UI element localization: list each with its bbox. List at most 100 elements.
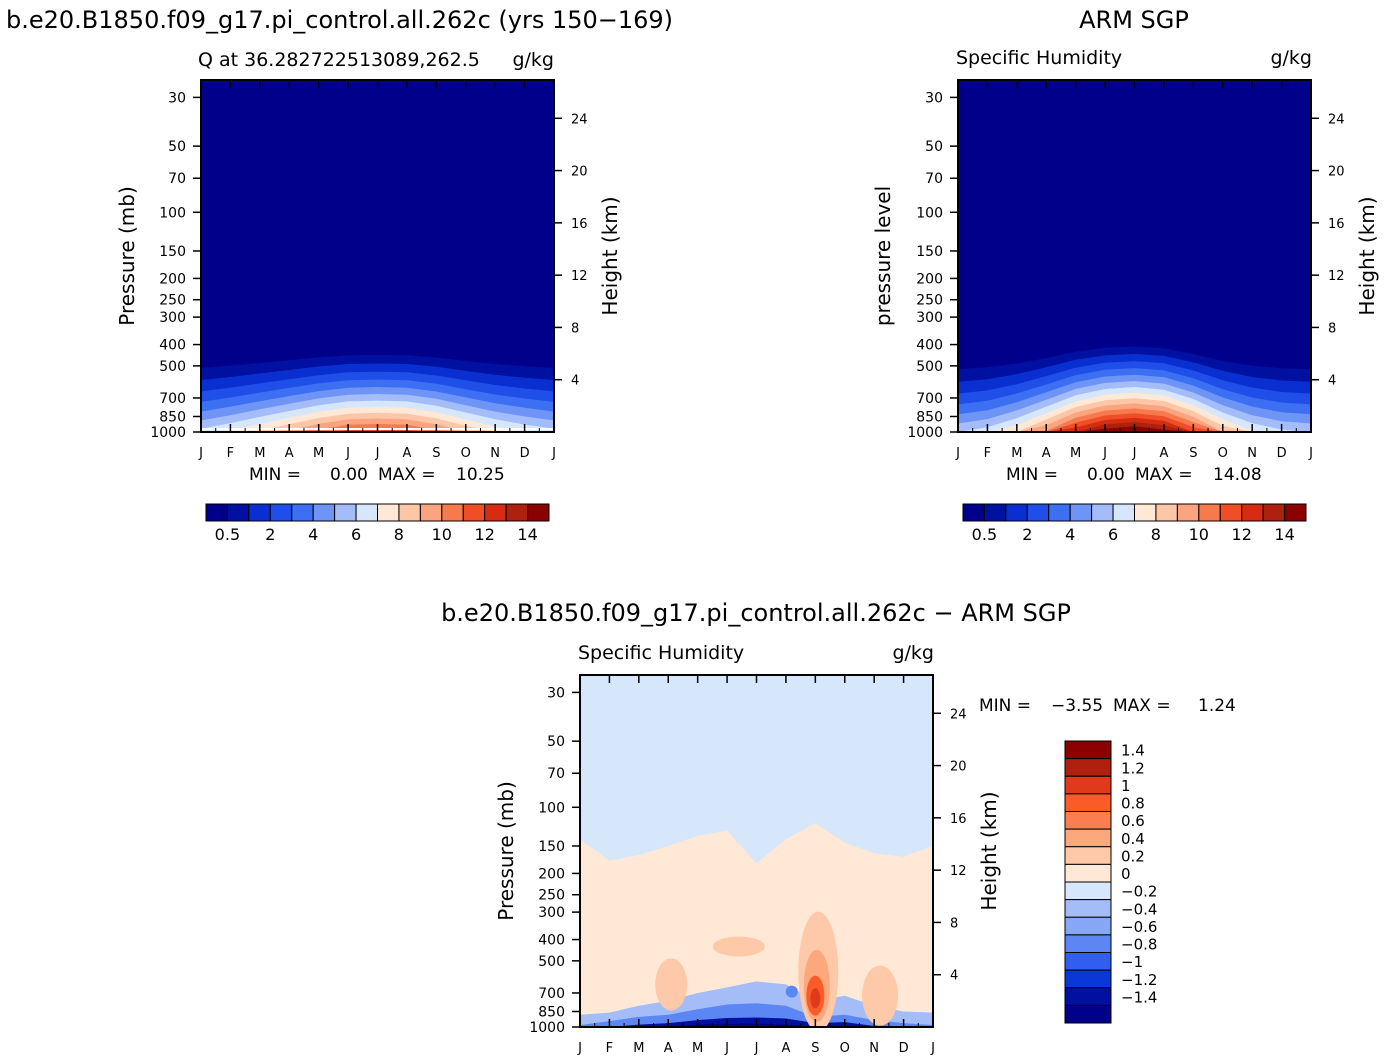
x-tick-label: A [1159, 446, 1168, 461]
y-right-tick-label: 16 [571, 217, 588, 232]
colorbar-label: 10 [1189, 525, 1209, 544]
x-tick-label: S [1189, 446, 1197, 461]
colorbar-swatch [355, 503, 378, 522]
colorbar-swatch [527, 503, 550, 522]
colorbar-label: 12 [475, 525, 495, 544]
y-right-tick-label: 16 [950, 812, 967, 827]
colorbar-swatch [1112, 503, 1136, 522]
y-tick-label: 850 [538, 1004, 565, 1020]
diff-blob [655, 958, 688, 1011]
max-label-diff: MAX = [1113, 696, 1171, 716]
colorbar-swatch [291, 503, 314, 522]
y-tick-label: 300 [916, 310, 943, 326]
y-right-tick-label: 20 [571, 165, 588, 180]
y-tick-label: 1000 [150, 425, 186, 441]
colorbar-swatch [334, 503, 357, 522]
units-model: g/kg [512, 49, 554, 71]
colorbar-label: 0.6 [1121, 812, 1145, 830]
y-tick-label: 150 [538, 839, 565, 855]
colorbar-swatch [1048, 503, 1071, 522]
y-right-tick-label: 24 [950, 707, 967, 722]
colorbar-swatch [1064, 952, 1112, 971]
units-diff: g/kg [892, 642, 934, 664]
colorbar-swatch [1026, 503, 1050, 522]
y-tick-label: 700 [538, 986, 565, 1002]
x-tick-label: J [724, 1041, 729, 1056]
colorbar-swatch [398, 503, 421, 522]
y-right-tick-label: 8 [1328, 321, 1336, 336]
x-tick-label: A [285, 446, 294, 461]
y-tick-label: 50 [925, 139, 943, 155]
y-tick-label: 30 [547, 685, 565, 701]
colorbar-label: −1.4 [1121, 988, 1157, 1006]
max-value-obs: 14.08 [1213, 465, 1262, 485]
colorbar-swatch [1064, 969, 1112, 989]
ylabel-diff: Pressure (mb) [494, 781, 518, 921]
y-tick-label: 30 [925, 90, 943, 106]
y-tick-label: 50 [168, 139, 186, 155]
colorbar-swatch [1064, 863, 1112, 883]
colorbar-label: −1 [1121, 953, 1143, 971]
y-tick-label: 700 [159, 391, 186, 407]
x-tick-label: J [198, 446, 203, 461]
y-tick-label: 200 [538, 866, 565, 882]
x-tick-label: M [254, 446, 265, 461]
colorbar-label: 2 [265, 525, 275, 544]
x-tick-label: F [606, 1041, 613, 1056]
colorbar-label: 1.2 [1121, 759, 1145, 777]
plot-area-model [201, 80, 554, 432]
colorbar-swatch [1005, 503, 1028, 522]
colorbar-swatch [1064, 828, 1112, 848]
colorbar-swatch [1284, 503, 1307, 522]
panel-obs: ARM SGP Specific Humidity g/kg J F M A M J J A S… [871, 6, 1379, 544]
colorbar-swatch [1064, 758, 1112, 777]
colorbar-label: 0.4 [1121, 830, 1145, 848]
colorbar-swatch [962, 503, 985, 522]
colorbar-swatch [1176, 503, 1200, 522]
colorbar-swatch [312, 503, 336, 522]
colorbar-swatch [269, 503, 293, 522]
panel-title-diff: Specific Humidity [578, 642, 744, 664]
colorbar-swatch [983, 503, 1007, 522]
colorbar-swatch [1091, 503, 1114, 522]
y-right-tick-label: 24 [1328, 112, 1345, 127]
x-tick-label: D [520, 446, 530, 461]
colorbar-swatch [419, 503, 443, 522]
colorbar-swatch [1241, 503, 1264, 522]
colorbar-label: −0.8 [1121, 936, 1157, 954]
x-tick-label: O [461, 446, 471, 461]
y-tick-label: 300 [159, 310, 186, 326]
y-right-tick-label: 24 [571, 112, 588, 127]
colorbar-label: −0.4 [1121, 900, 1157, 918]
colorbar-label: 8 [394, 525, 404, 544]
ylabel-obs: pressure level [871, 186, 895, 326]
colorbar-swatch [484, 503, 507, 522]
y-tick-label: 1000 [529, 1020, 565, 1036]
colorbar-obs: 0.5 2 4 6 8 10 12 14 [962, 503, 1307, 544]
y-right-tick-label: 8 [950, 916, 958, 931]
figure-title-obs: ARM SGP [1079, 6, 1189, 34]
x-tick-label: N [869, 1041, 879, 1056]
x-tick-label: J [754, 1041, 759, 1056]
x-tick-label: D [899, 1041, 909, 1056]
y-right-tick-label: 4 [1328, 374, 1336, 389]
colorbar-swatch [462, 503, 486, 522]
ylabel-right-obs: Height (km) [1355, 196, 1379, 315]
colorbar-label: 14 [517, 525, 537, 544]
colorbar-label: 4 [308, 525, 318, 544]
x-tick-label: A [781, 1041, 790, 1056]
figure-title-diff: b.e20.B1850.f09_g17.pi_control.all.262c … [441, 599, 1071, 627]
y-tick-label: 200 [916, 271, 943, 287]
colorbar-model: 0.5 2 4 6 8 10 12 14 [205, 503, 550, 544]
colorbar-label: 14 [1274, 525, 1294, 544]
x-tick-label: J [577, 1041, 582, 1056]
colorbar-swatch [1064, 916, 1112, 936]
y-tick-label: 250 [538, 888, 565, 904]
y-tick-label: 850 [916, 409, 943, 425]
colorbar-label: 6 [1108, 525, 1118, 544]
y-right-tick-label: 16 [1328, 217, 1345, 232]
min-value-diff: −3.55 [1051, 696, 1103, 716]
y-tick-label: 300 [538, 905, 565, 921]
